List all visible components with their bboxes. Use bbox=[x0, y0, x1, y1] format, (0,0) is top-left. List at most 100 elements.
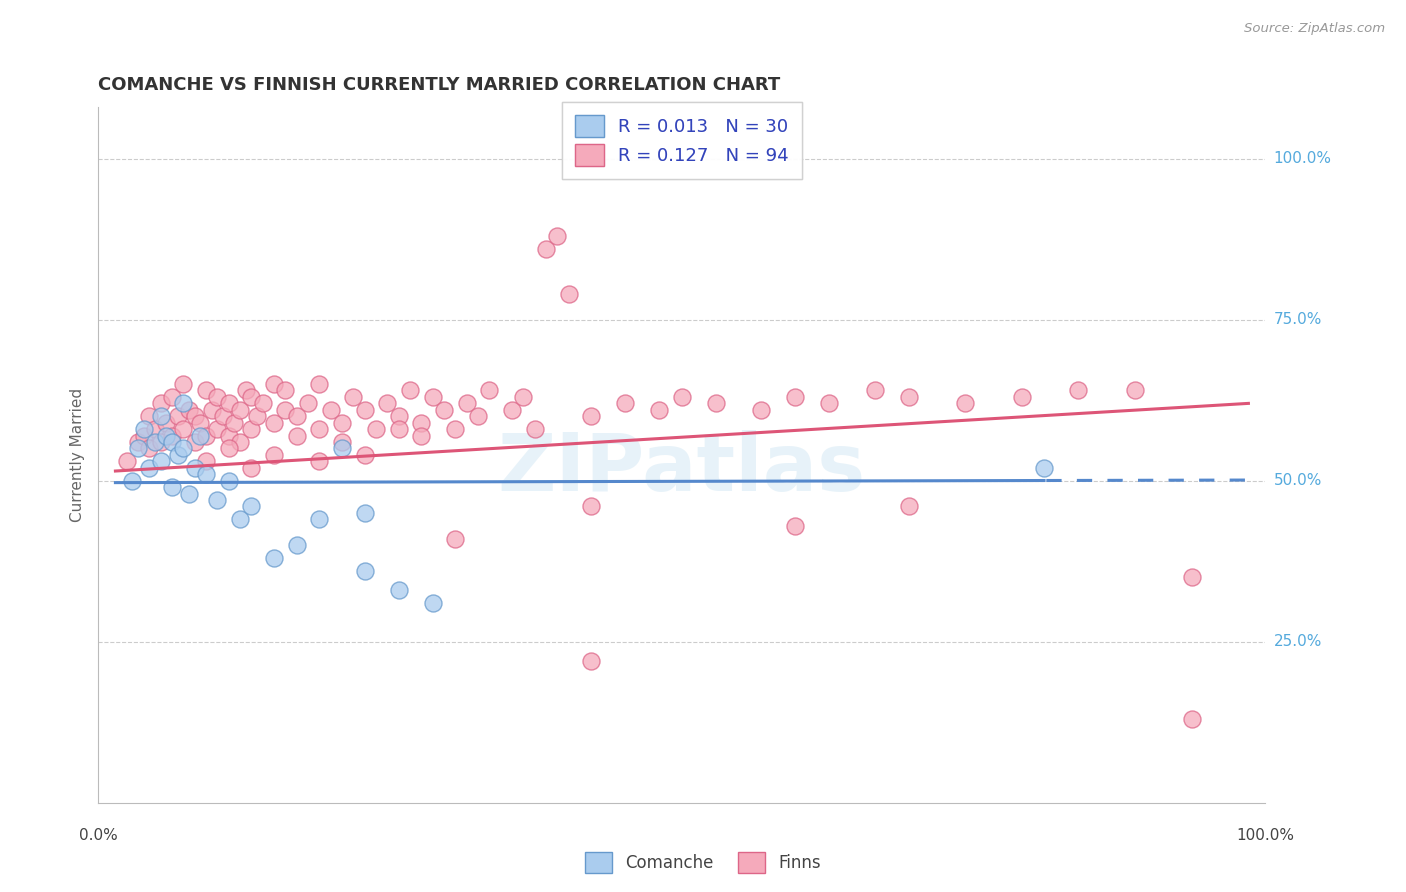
Point bbox=[195, 454, 218, 468]
Point bbox=[172, 442, 194, 456]
Point bbox=[143, 422, 166, 436]
Point bbox=[138, 409, 160, 424]
Point bbox=[456, 396, 478, 410]
Point bbox=[364, 422, 387, 436]
Point bbox=[581, 654, 603, 668]
Point bbox=[433, 402, 456, 417]
Y-axis label: Currently Married: Currently Married bbox=[69, 388, 84, 522]
Text: Source: ZipAtlas.com: Source: ZipAtlas.com bbox=[1244, 22, 1385, 36]
Point bbox=[285, 538, 308, 552]
Point bbox=[399, 384, 422, 398]
Point bbox=[155, 428, 177, 442]
Point bbox=[330, 442, 353, 456]
Point bbox=[1067, 384, 1090, 398]
Point bbox=[274, 384, 297, 398]
Point bbox=[229, 402, 252, 417]
Point bbox=[172, 377, 194, 392]
Point bbox=[388, 422, 411, 436]
Point bbox=[235, 384, 257, 398]
Point bbox=[138, 442, 160, 456]
Point bbox=[166, 409, 188, 424]
Point bbox=[467, 409, 489, 424]
Point bbox=[581, 500, 603, 514]
Point bbox=[1011, 390, 1033, 404]
Point bbox=[143, 435, 166, 450]
Point bbox=[319, 402, 342, 417]
Point bbox=[353, 506, 375, 520]
Point bbox=[207, 493, 229, 508]
Point bbox=[648, 402, 671, 417]
Point bbox=[240, 422, 263, 436]
Point bbox=[218, 442, 240, 456]
Point bbox=[229, 512, 252, 526]
Point bbox=[218, 396, 240, 410]
Point bbox=[252, 396, 274, 410]
Point bbox=[785, 390, 807, 404]
Point bbox=[127, 442, 149, 456]
Text: ZIPatlas: ZIPatlas bbox=[498, 430, 866, 508]
Point bbox=[177, 402, 200, 417]
Point bbox=[195, 467, 218, 482]
Point bbox=[1123, 384, 1146, 398]
Point bbox=[160, 390, 183, 404]
Point bbox=[166, 448, 188, 462]
Text: 100.0%: 100.0% bbox=[1274, 151, 1331, 166]
Point bbox=[240, 500, 263, 514]
Point bbox=[121, 474, 143, 488]
Point bbox=[212, 409, 235, 424]
Point bbox=[1181, 570, 1204, 584]
Point bbox=[330, 416, 353, 430]
Legend: R = 0.013   N = 30, R = 0.127   N = 94: R = 0.013 N = 30, R = 0.127 N = 94 bbox=[562, 103, 801, 178]
Point bbox=[183, 409, 205, 424]
Point bbox=[330, 435, 353, 450]
Legend: Comanche, Finns: Comanche, Finns bbox=[578, 846, 828, 880]
Point bbox=[224, 416, 246, 430]
Point bbox=[863, 384, 886, 398]
Point bbox=[149, 409, 172, 424]
Point bbox=[557, 286, 579, 301]
Point bbox=[218, 474, 240, 488]
Point bbox=[953, 396, 976, 410]
Text: 0.0%: 0.0% bbox=[79, 828, 118, 843]
Point bbox=[115, 454, 138, 468]
Point bbox=[523, 422, 546, 436]
Point bbox=[581, 409, 603, 424]
Point bbox=[195, 384, 218, 398]
Point bbox=[149, 435, 172, 450]
Point bbox=[201, 402, 224, 417]
Point bbox=[138, 460, 160, 475]
Text: 25.0%: 25.0% bbox=[1274, 634, 1322, 649]
Point bbox=[285, 428, 308, 442]
Point bbox=[172, 396, 194, 410]
Point bbox=[308, 422, 330, 436]
Point bbox=[190, 428, 212, 442]
Point bbox=[127, 435, 149, 450]
Point bbox=[411, 416, 433, 430]
Text: 75.0%: 75.0% bbox=[1274, 312, 1322, 327]
Point bbox=[274, 402, 297, 417]
Point bbox=[308, 377, 330, 392]
Point bbox=[353, 402, 375, 417]
Point bbox=[149, 396, 172, 410]
Point bbox=[749, 402, 772, 417]
Point bbox=[704, 396, 727, 410]
Text: 50.0%: 50.0% bbox=[1274, 473, 1322, 488]
Point bbox=[512, 390, 534, 404]
Point bbox=[308, 512, 330, 526]
Point bbox=[160, 435, 183, 450]
Point bbox=[353, 564, 375, 578]
Point bbox=[229, 435, 252, 450]
Point bbox=[388, 409, 411, 424]
Point bbox=[353, 448, 375, 462]
Point bbox=[546, 228, 568, 243]
Point bbox=[263, 551, 285, 566]
Point bbox=[478, 384, 501, 398]
Point bbox=[285, 409, 308, 424]
Text: COMANCHE VS FINNISH CURRENTLY MARRIED CORRELATION CHART: COMANCHE VS FINNISH CURRENTLY MARRIED CO… bbox=[98, 77, 780, 95]
Point bbox=[375, 396, 398, 410]
Point bbox=[263, 448, 285, 462]
Point bbox=[218, 428, 240, 442]
Point bbox=[149, 454, 172, 468]
Point bbox=[1033, 460, 1056, 475]
Point bbox=[897, 390, 920, 404]
